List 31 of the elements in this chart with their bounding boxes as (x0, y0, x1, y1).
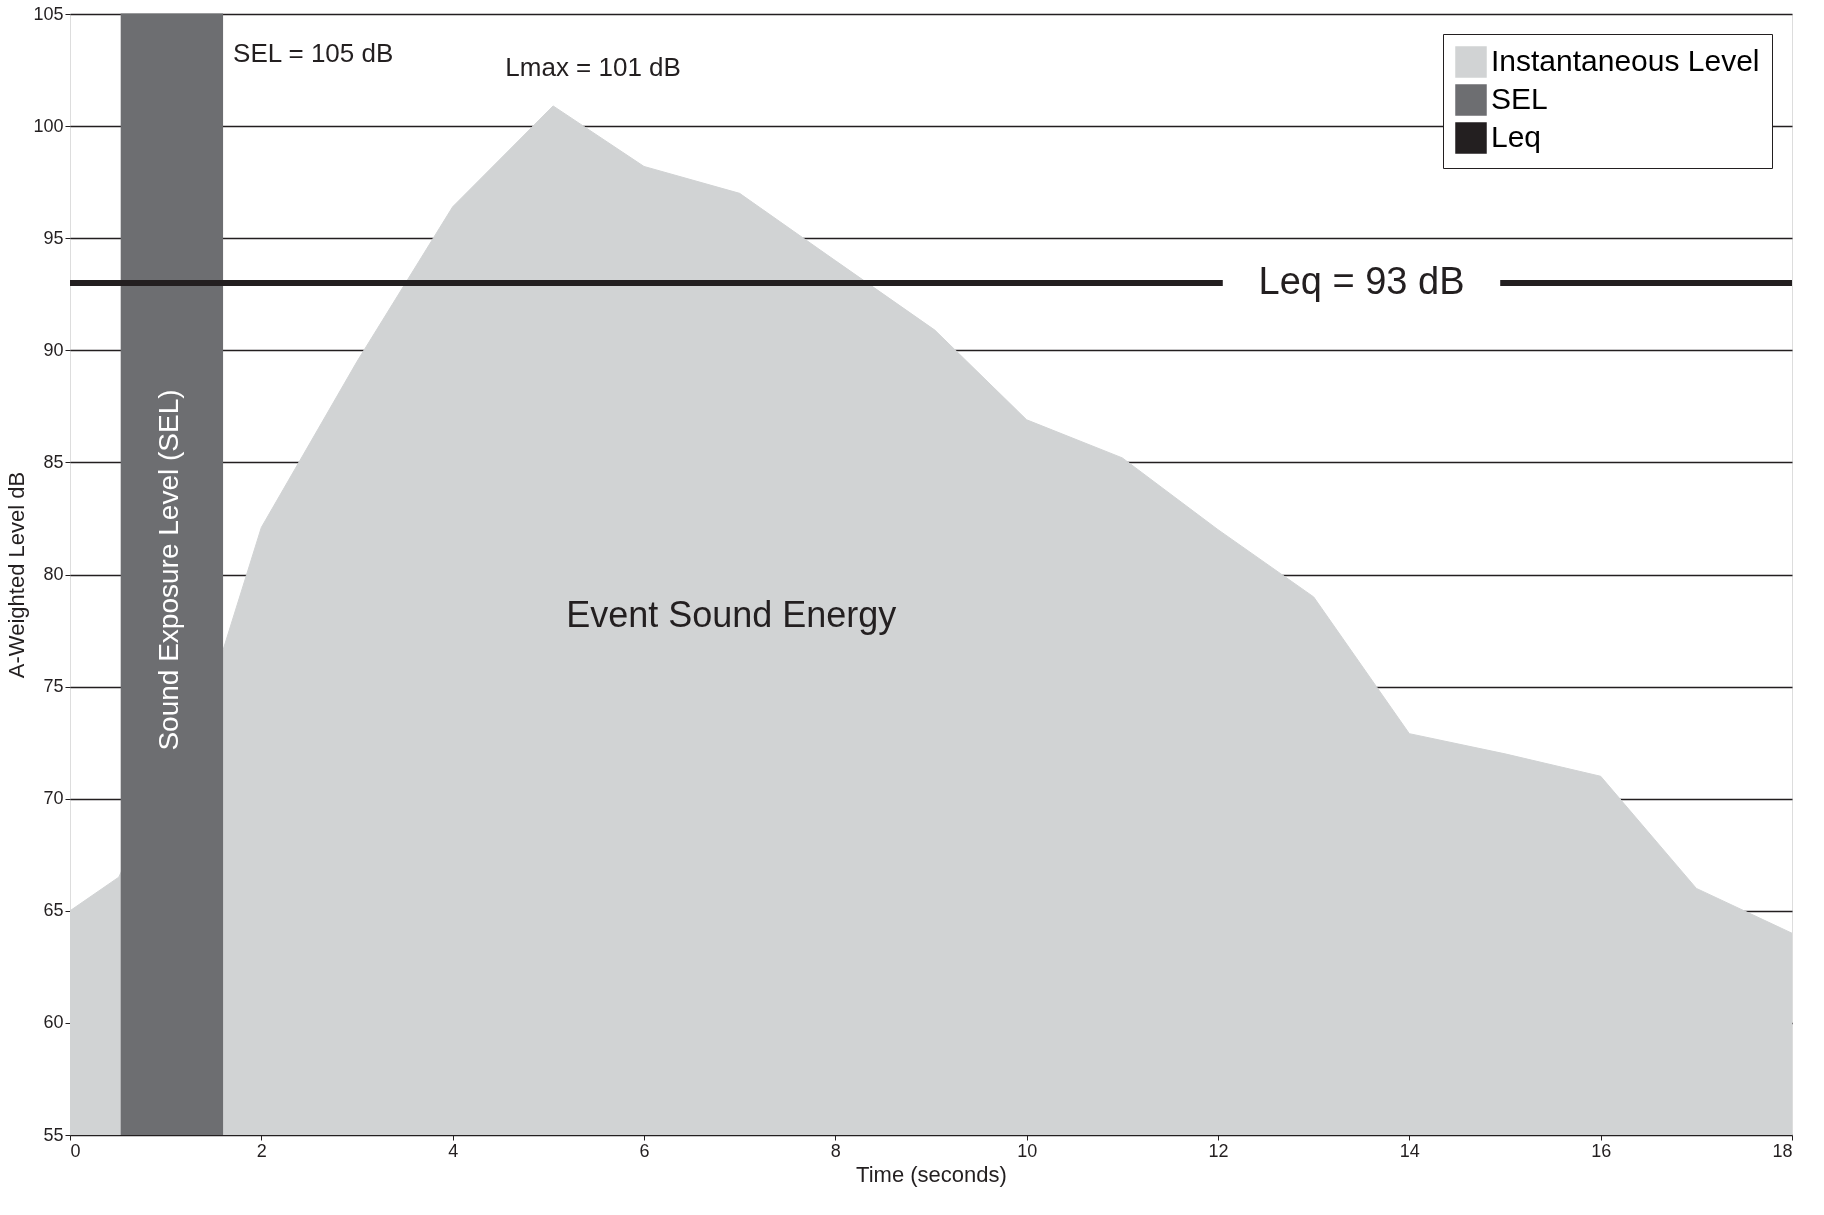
annotation: Sound Exposure Level (SEL) (152, 389, 184, 751)
annotation: Lmax = 101 dB (505, 51, 681, 82)
x-axis-title: Time (seconds) (856, 1161, 1007, 1187)
x-tick-label: 10 (1017, 1140, 1038, 1161)
y-tick-label: 75 (43, 676, 64, 697)
y-tick-label: 90 (43, 339, 64, 360)
legend-label: SEL (1491, 82, 1548, 115)
x-tick-label: 16 (1591, 1140, 1612, 1161)
y-axis-title: A-Weighted Level dB (4, 471, 30, 679)
x-tick-label: 2 (256, 1140, 267, 1161)
x-tick-label: 0 (70, 1140, 81, 1161)
x-tick-label: 18 (1772, 1140, 1793, 1161)
annotation: Leq = 93 dB (1258, 260, 1465, 303)
x-tick-label: 14 (1399, 1140, 1420, 1161)
y-tick-label: 105 (33, 3, 64, 24)
y-tick-label: 60 (43, 1012, 64, 1033)
y-tick-label: 65 (43, 900, 64, 921)
x-tick-label: 6 (639, 1140, 650, 1161)
x-tick-label: 4 (448, 1140, 459, 1161)
legend-label: Instantaneous Level (1491, 44, 1760, 77)
y-tick-label: 100 (33, 115, 64, 136)
y-tick-label: 70 (43, 788, 64, 809)
annotation: Event Sound Energy (566, 593, 897, 635)
y-tick-label: 80 (43, 564, 64, 584)
y-tick-label: 95 (43, 227, 64, 248)
x-tick-label: 8 (830, 1140, 841, 1161)
legend-label: Leq (1491, 120, 1542, 153)
y-tick-label: 55 (43, 1124, 64, 1145)
y-tick-label: 85 (43, 451, 64, 472)
annotation: SEL = 105 dB (233, 38, 394, 68)
x-tick-label: 12 (1208, 1140, 1229, 1161)
